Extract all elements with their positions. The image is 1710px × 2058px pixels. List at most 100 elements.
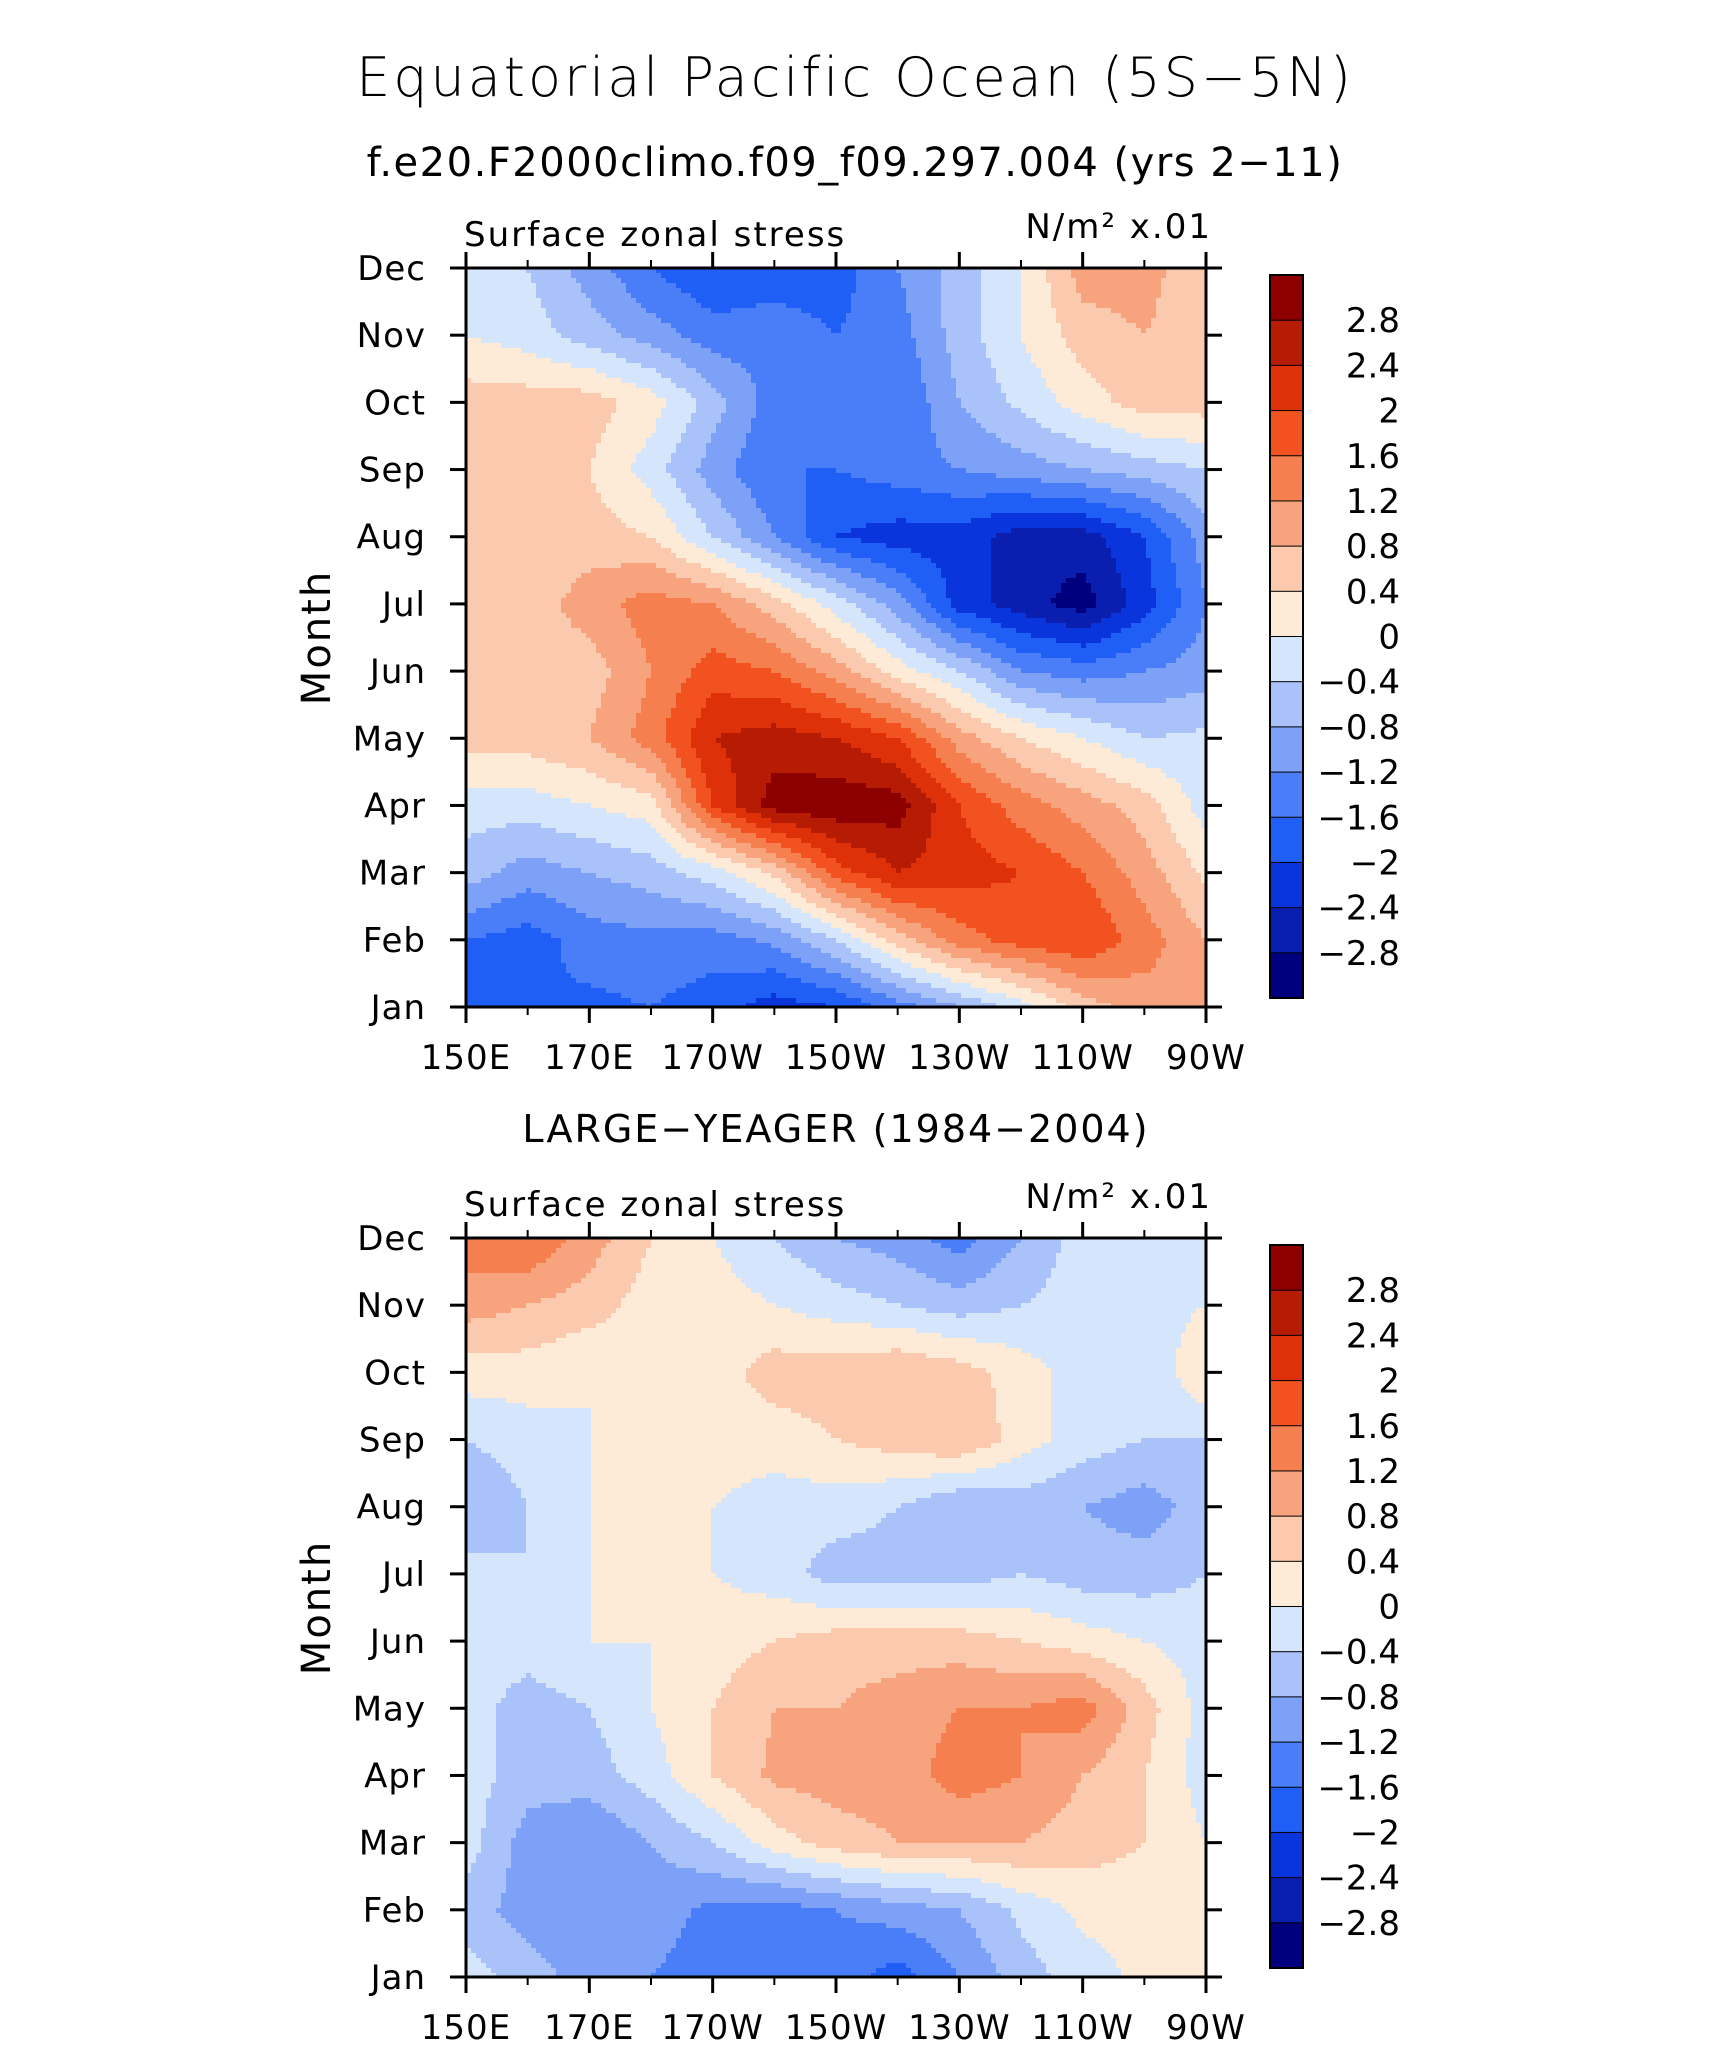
colorbar-swatch	[1269, 1380, 1304, 1427]
x-tick-label: 150E	[421, 1038, 511, 1078]
y-tick-label: Jun	[368, 1622, 426, 1662]
y-tick-label: May	[353, 719, 426, 759]
units-label: N/m² x.01	[1025, 1177, 1212, 1217]
colorbar: 2.8 2.4 2 1.6 1.2 0.8 0.4 0 −0.4 −0.8 −1.2 −1.6 −2 −2…	[1269, 274, 1400, 999]
y-tick-label: Oct	[364, 383, 426, 423]
contour-panel-2: Jan Feb Mar Apr May Jun Jul Aug Sep Oct Nov Dec 150E…	[294, 1107, 1400, 2048]
x-tick-label: 170W	[661, 2008, 764, 2048]
colorbar-label: −0.4	[1317, 1633, 1400, 1673]
y-tick-label: Sep	[359, 1421, 426, 1461]
panel-title: LARGE−YEAGER (1984−2004)	[522, 1107, 1149, 1151]
x-tick-label: 170E	[544, 2008, 634, 2048]
colorbar-swatch	[1269, 1244, 1304, 1292]
colorbar-label: −1.6	[1317, 798, 1400, 838]
colorbar-swatch	[1269, 816, 1304, 864]
sub-title: f.e20.F2000climo.f09_f09.297.004 (yrs 2−…	[0, 140, 1710, 186]
x-tick-label: 110W	[1031, 1038, 1134, 1078]
x-tick-label: 150E	[421, 2008, 511, 2048]
y-tick-label: Sep	[359, 451, 426, 491]
colorbar-label: −2	[1350, 843, 1400, 883]
colorbar-swatch	[1269, 455, 1304, 502]
colorbar-swatch	[1269, 1877, 1304, 1924]
y-axis-label: Month	[294, 570, 340, 705]
colorbar-label: −2.8	[1317, 1904, 1400, 1944]
colorbar-label: 0.4	[1346, 1542, 1400, 1582]
x-tick-label: 150W	[785, 1038, 888, 1078]
y-tick-label: Feb	[363, 1891, 426, 1931]
colorbar-label: −1.2	[1317, 1723, 1400, 1763]
colorbar-swatch	[1269, 500, 1304, 548]
y-tick-label: Dec	[357, 1219, 426, 1259]
colorbar-swatch	[1269, 726, 1304, 774]
variable-label: Surface zonal stress	[464, 215, 846, 255]
colorbar-frame	[1269, 274, 1304, 999]
contour-panel-1: Jan Feb Mar Apr May Jun Jul Aug Sep Oct Nov Dec 150E…	[294, 207, 1400, 1078]
y-tick-label: Nov	[357, 316, 426, 356]
x-tick-label: 130W	[908, 1038, 1011, 1078]
colorbar-swatch	[1269, 1831, 1304, 1879]
colorbar-swatch	[1269, 1289, 1304, 1337]
variable-label: Surface zonal stress	[464, 1185, 846, 1225]
colorbar-label: 2	[1378, 1362, 1400, 1402]
colorbar-swatch	[1269, 545, 1304, 593]
colorbar-swatch	[1269, 907, 1304, 954]
colorbar-swatch	[1269, 861, 1304, 909]
colorbar-swatch	[1269, 1470, 1304, 1518]
colorbar-swatch	[1269, 952, 1304, 999]
colorbar-label: 1.6	[1346, 437, 1400, 477]
y-tick-label: Aug	[357, 518, 426, 558]
colorbar-frame	[1269, 1244, 1304, 1969]
y-tick-label: Aug	[357, 1488, 426, 1528]
y-tick-label: Apr	[364, 786, 426, 826]
colorbar-label: 1.6	[1346, 1407, 1400, 1447]
x-tick-label: 150W	[785, 2008, 888, 2048]
colorbar: 2.8 2.4 2 1.6 1.2 0.8 0.4 0 −0.4 −0.8 −1.2 −1.6 −2 −2…	[1269, 1244, 1400, 1969]
y-tick-label: Apr	[364, 1756, 426, 1796]
colorbar-label: −2.4	[1317, 1859, 1400, 1899]
colorbar-label: 0	[1378, 618, 1400, 658]
colorbar-label: −0.4	[1317, 663, 1400, 703]
colorbar-label: −0.8	[1317, 1678, 1400, 1718]
colorbar-swatch	[1269, 590, 1304, 638]
colorbar-swatch	[1269, 1651, 1304, 1698]
x-tick-label: 90W	[1166, 2008, 1246, 2048]
colorbar-swatch	[1269, 681, 1304, 728]
colorbar-swatch	[1269, 1741, 1304, 1789]
colorbar-label: −2	[1350, 1813, 1400, 1853]
colorbar-label: 0	[1378, 1588, 1400, 1628]
colorbar-swatch	[1269, 319, 1304, 367]
y-axis-label: Month	[294, 1540, 340, 1675]
y-tick-label: May	[353, 1689, 426, 1729]
y-tick-label: Jul	[380, 585, 426, 625]
y-tick-label: Mar	[359, 854, 426, 894]
y-tick-label: Oct	[364, 1353, 426, 1393]
units-label: N/m² x.01	[1025, 207, 1212, 247]
colorbar-swatch	[1269, 1786, 1304, 1834]
colorbar-label: 1.2	[1346, 1452, 1400, 1492]
colorbar-label: 2.8	[1346, 301, 1400, 341]
main-title: Equatorial Pacific Ocean (5S−5N)	[0, 46, 1710, 109]
x-tick-label: 170W	[661, 1038, 764, 1078]
x-tick-label: 110W	[1031, 2008, 1134, 2048]
y-tick-label: Jan	[369, 1958, 426, 1998]
x-tick-label: 130W	[908, 2008, 1011, 2048]
colorbar-swatch	[1269, 636, 1304, 683]
colorbar-swatch	[1269, 364, 1304, 412]
contour-field	[466, 1238, 1207, 1978]
colorbar-label: 2.4	[1346, 346, 1400, 386]
colorbar-swatch	[1269, 410, 1304, 457]
colorbar-swatch	[1269, 771, 1304, 819]
colorbar-label: 0.8	[1346, 527, 1400, 567]
colorbar-label: 2	[1378, 392, 1400, 432]
contour-field	[466, 268, 1207, 1008]
colorbar-swatch	[1269, 1425, 1304, 1472]
colorbar-label: −2.8	[1317, 934, 1400, 974]
colorbar-label: 2.4	[1346, 1316, 1400, 1356]
colorbar-swatch	[1269, 1922, 1304, 1969]
colorbar-label: 1.2	[1346, 482, 1400, 522]
colorbar-label: 0.8	[1346, 1497, 1400, 1537]
x-tick-label: 170E	[544, 1038, 634, 1078]
y-tick-label: Feb	[363, 921, 426, 961]
colorbar-swatch	[1269, 274, 1304, 322]
